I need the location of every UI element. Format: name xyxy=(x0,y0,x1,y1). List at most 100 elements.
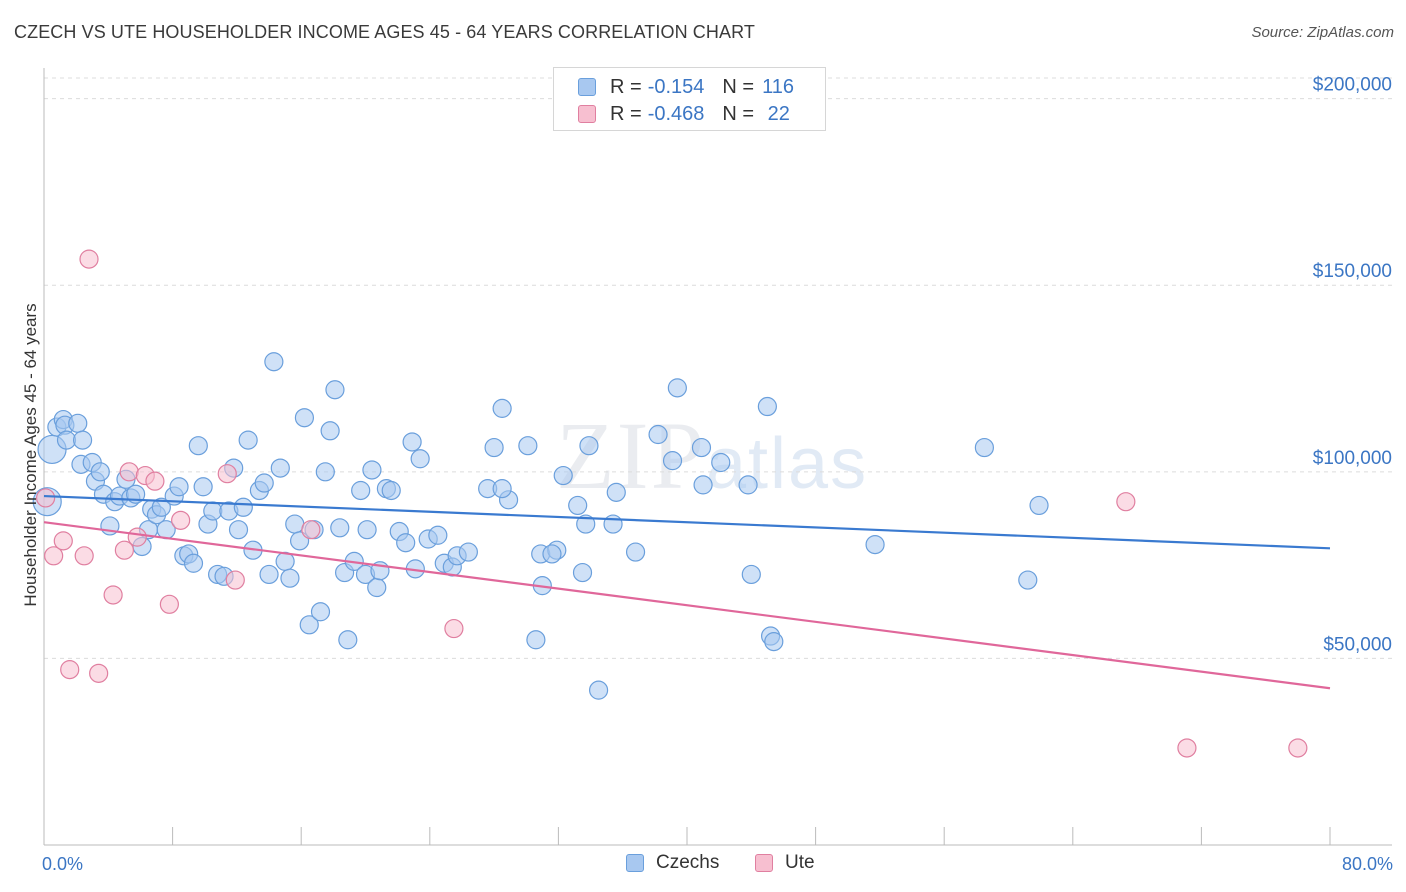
czechs-point xyxy=(1018,570,1038,590)
czechs-point xyxy=(579,436,599,456)
ute-point xyxy=(225,570,245,590)
czechs-point xyxy=(294,408,315,428)
watermark: ZIPatlas xyxy=(556,400,868,511)
czechs-point xyxy=(299,615,319,635)
y-axis-title: Householder Income Ages 45 - 64 years xyxy=(21,303,40,606)
czechs-point xyxy=(188,436,208,456)
czechs-point xyxy=(264,352,284,372)
czechs-swatch xyxy=(626,854,644,872)
czechs-point xyxy=(228,520,249,540)
legend-n-value: 22 xyxy=(762,102,790,125)
czechs-point xyxy=(738,475,758,495)
czechs-point xyxy=(648,424,668,445)
czechs-point xyxy=(402,432,422,452)
x-tick-label: 80.0% xyxy=(1342,854,1393,874)
ute-trend-line xyxy=(43,521,1331,690)
czechs-point xyxy=(428,525,448,545)
czechs-point xyxy=(280,568,300,588)
czechs-point xyxy=(270,458,290,478)
ute-point xyxy=(79,249,99,269)
czechs-point xyxy=(526,630,546,650)
ute-point xyxy=(119,462,139,482)
ute-point xyxy=(159,594,179,614)
czechs-point xyxy=(351,480,371,501)
czechs-point xyxy=(1029,495,1049,516)
czechs-point xyxy=(553,465,573,486)
czechs-point xyxy=(865,534,885,555)
ute-point xyxy=(114,540,134,560)
y-tick-label: $50,000 xyxy=(1323,634,1392,655)
ute-point xyxy=(74,546,94,566)
czechs-point xyxy=(68,413,88,433)
czechs-point xyxy=(367,577,387,598)
czechs-point xyxy=(484,437,504,458)
czechs-point xyxy=(711,452,731,473)
ute-point xyxy=(60,660,80,680)
czechs-point xyxy=(974,437,994,458)
source-label: Source: ZipAtlas.com xyxy=(1251,24,1394,41)
czechs-point xyxy=(492,479,512,499)
legend-r-label: R = xyxy=(610,102,642,125)
x-tick-label: 0.0% xyxy=(42,854,83,874)
czechs-point xyxy=(183,553,204,573)
czechs-point xyxy=(691,437,712,458)
ute-point xyxy=(1288,738,1308,758)
legend-row-czechs: R = -0.154 N = 116 xyxy=(554,74,794,100)
ute-point xyxy=(36,488,56,508)
czechs-point xyxy=(662,451,683,471)
y-tick-label: $150,000 xyxy=(1313,261,1392,282)
czechs-point xyxy=(254,473,274,493)
grid-lines xyxy=(44,77,1392,659)
czechs-point xyxy=(169,477,189,497)
series-legend-ute[interactable]: Ute xyxy=(755,852,815,874)
ute-point xyxy=(103,585,123,605)
axis-labels: $50,000 $100,000 $150,000 $200,000 0.0% 80.0%… xyxy=(21,75,1393,874)
ute-point xyxy=(301,520,321,540)
ute-point xyxy=(171,510,191,530)
czechs-point xyxy=(193,477,213,497)
czechs-point xyxy=(330,518,350,538)
czechs-point xyxy=(606,482,626,502)
czechs-point xyxy=(381,480,401,501)
czechs-point xyxy=(238,430,258,450)
czechs-point xyxy=(320,421,340,441)
czechs-point xyxy=(542,544,562,564)
series-legend: Czechs Ute xyxy=(0,852,1406,876)
czechs-point xyxy=(458,542,478,562)
legend-r-label: R = xyxy=(610,75,642,98)
legend-swatch-czechs xyxy=(578,78,596,96)
czechs-point xyxy=(693,475,713,495)
czechs-point xyxy=(518,436,538,456)
chart-title: CZECH VS UTE HOUSEHOLDER INCOME AGES 45 … xyxy=(14,22,755,42)
ute-point xyxy=(89,663,109,683)
czechs-point xyxy=(576,514,596,534)
czechs-point xyxy=(625,542,646,562)
czechs-label: Czechs xyxy=(656,852,720,873)
czechs-point xyxy=(357,520,377,540)
ute-point xyxy=(53,531,73,551)
legend-n-label: N = xyxy=(722,75,755,98)
czechs-point xyxy=(603,514,623,534)
czechs-point xyxy=(764,632,784,652)
y-tick-label: $200,000 xyxy=(1313,75,1392,96)
ute-point xyxy=(44,546,64,566)
czechs-point xyxy=(588,680,609,700)
series-legend-czechs[interactable]: Czechs xyxy=(626,852,719,874)
trend-lines xyxy=(43,494,1331,690)
czechs-point xyxy=(315,462,335,482)
y-tick-label: $100,000 xyxy=(1313,448,1392,469)
ute-point xyxy=(444,618,464,639)
legend-row-ute: R = -0.468 N = 22 xyxy=(554,101,790,127)
legend-r-value: -0.154 xyxy=(647,75,705,98)
czechs-point xyxy=(325,380,345,400)
czechs-point xyxy=(310,602,331,622)
legend-n-value: 116 xyxy=(762,75,794,98)
czechs-point xyxy=(56,430,77,450)
czechs-point xyxy=(410,449,430,469)
czechs-point xyxy=(492,398,512,418)
czechs-point xyxy=(233,497,253,517)
legend-swatch-ute xyxy=(578,105,596,123)
legend-r-value: -0.468 xyxy=(647,102,705,125)
ute-point xyxy=(1177,738,1197,758)
